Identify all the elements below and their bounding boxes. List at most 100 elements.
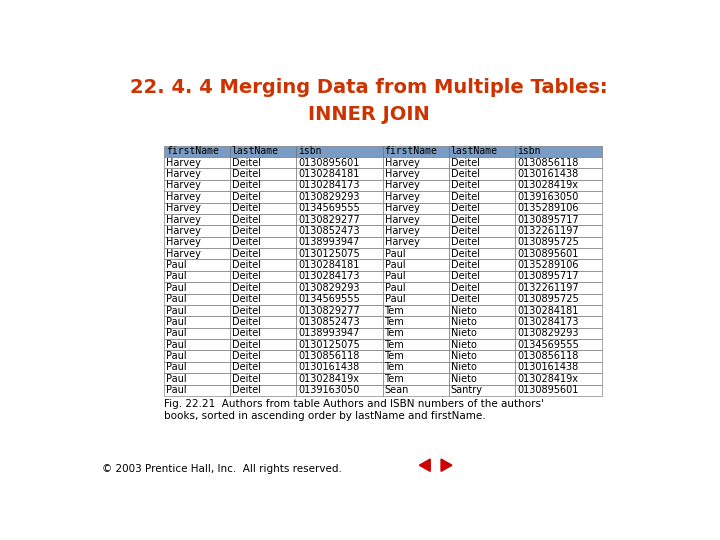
Bar (449, 180, 515, 191)
Bar (230, 180, 296, 191)
Bar (382, 191, 449, 202)
Bar (163, 237, 230, 248)
Text: 0130125075: 0130125075 (298, 340, 360, 350)
Bar (296, 180, 382, 191)
Bar (515, 305, 601, 316)
Bar (382, 294, 449, 305)
Bar (382, 339, 449, 350)
Bar (515, 157, 601, 168)
Text: lastName: lastName (232, 146, 279, 157)
Text: Deitel: Deitel (232, 169, 261, 179)
Text: Paul: Paul (384, 283, 405, 293)
Text: Deitel: Deitel (451, 272, 480, 281)
Bar (296, 271, 382, 282)
Text: 0130829293: 0130829293 (298, 192, 359, 202)
Text: Paul: Paul (166, 351, 186, 361)
Text: 0135289106: 0135289106 (517, 203, 578, 213)
Bar (449, 202, 515, 214)
Bar (449, 362, 515, 373)
Bar (163, 225, 230, 237)
Bar (230, 259, 296, 271)
Text: 0130284173: 0130284173 (298, 272, 359, 281)
Text: 22. 4. 4 Merging Data from Multiple Tables:: 22. 4. 4 Merging Data from Multiple Tabl… (130, 78, 608, 97)
Bar (382, 328, 449, 339)
Text: Nieto: Nieto (451, 362, 477, 373)
Bar (230, 271, 296, 282)
Text: Paul: Paul (166, 306, 186, 315)
Bar (163, 168, 230, 180)
Bar (163, 271, 230, 282)
Bar (382, 259, 449, 271)
Bar (296, 282, 382, 294)
Bar (449, 146, 515, 157)
Text: 0130852473: 0130852473 (298, 226, 359, 236)
Bar (382, 146, 449, 157)
Text: Santry: Santry (451, 385, 482, 395)
Bar (449, 282, 515, 294)
Bar (515, 214, 601, 225)
Bar (515, 362, 601, 373)
Bar (382, 305, 449, 316)
Bar (449, 316, 515, 328)
Text: Harvey: Harvey (166, 203, 200, 213)
Bar (296, 237, 382, 248)
Text: Harvey: Harvey (384, 214, 419, 225)
Bar (449, 328, 515, 339)
Text: Deitel: Deitel (232, 306, 261, 315)
Text: Nieto: Nieto (451, 317, 477, 327)
Bar (515, 373, 601, 384)
Bar (296, 225, 382, 237)
Polygon shape (441, 459, 452, 471)
Bar (163, 146, 230, 157)
Text: Paul: Paul (166, 340, 186, 350)
Polygon shape (419, 459, 431, 471)
Text: 0130895601: 0130895601 (298, 158, 359, 168)
Text: 0130856118: 0130856118 (517, 351, 578, 361)
Text: Harvey: Harvey (166, 214, 200, 225)
Text: Harvey: Harvey (166, 180, 200, 191)
Text: Deitel: Deitel (232, 272, 261, 281)
Text: Tem: Tem (384, 362, 404, 373)
Text: 013028419x: 013028419x (517, 374, 578, 384)
Bar (515, 316, 601, 328)
Bar (296, 202, 382, 214)
Text: 0130829277: 0130829277 (298, 214, 360, 225)
Text: Paul: Paul (384, 249, 405, 259)
Text: Tem: Tem (384, 340, 404, 350)
Text: 0138993947: 0138993947 (298, 328, 359, 339)
Bar (515, 191, 601, 202)
Bar (230, 350, 296, 362)
Bar (230, 305, 296, 316)
Text: 0130284181: 0130284181 (298, 169, 359, 179)
Bar (382, 202, 449, 214)
Text: Deitel: Deitel (232, 203, 261, 213)
Text: 0130895717: 0130895717 (517, 214, 578, 225)
Bar (515, 259, 601, 271)
Text: Nieto: Nieto (451, 328, 477, 339)
Text: 0139163050: 0139163050 (298, 385, 359, 395)
Bar (296, 305, 382, 316)
Text: Harvey: Harvey (384, 180, 419, 191)
Text: 013028419x: 013028419x (517, 180, 578, 191)
Bar (163, 384, 230, 396)
Text: Deitel: Deitel (451, 203, 480, 213)
Bar (230, 168, 296, 180)
Text: Deitel: Deitel (451, 180, 480, 191)
Bar (296, 384, 382, 396)
Text: Deitel: Deitel (232, 328, 261, 339)
Text: Deitel: Deitel (232, 192, 261, 202)
Text: Deitel: Deitel (451, 169, 480, 179)
Bar (515, 339, 601, 350)
Bar (515, 350, 601, 362)
Text: Deitel: Deitel (451, 249, 480, 259)
Bar (230, 191, 296, 202)
Bar (230, 225, 296, 237)
Text: Nieto: Nieto (451, 374, 477, 384)
Text: Harvey: Harvey (384, 158, 419, 168)
Bar (230, 384, 296, 396)
Text: 0130856118: 0130856118 (298, 351, 359, 361)
Text: Deitel: Deitel (451, 214, 480, 225)
Bar (449, 339, 515, 350)
Text: isbn: isbn (517, 146, 541, 157)
Text: 0130829277: 0130829277 (298, 306, 360, 315)
